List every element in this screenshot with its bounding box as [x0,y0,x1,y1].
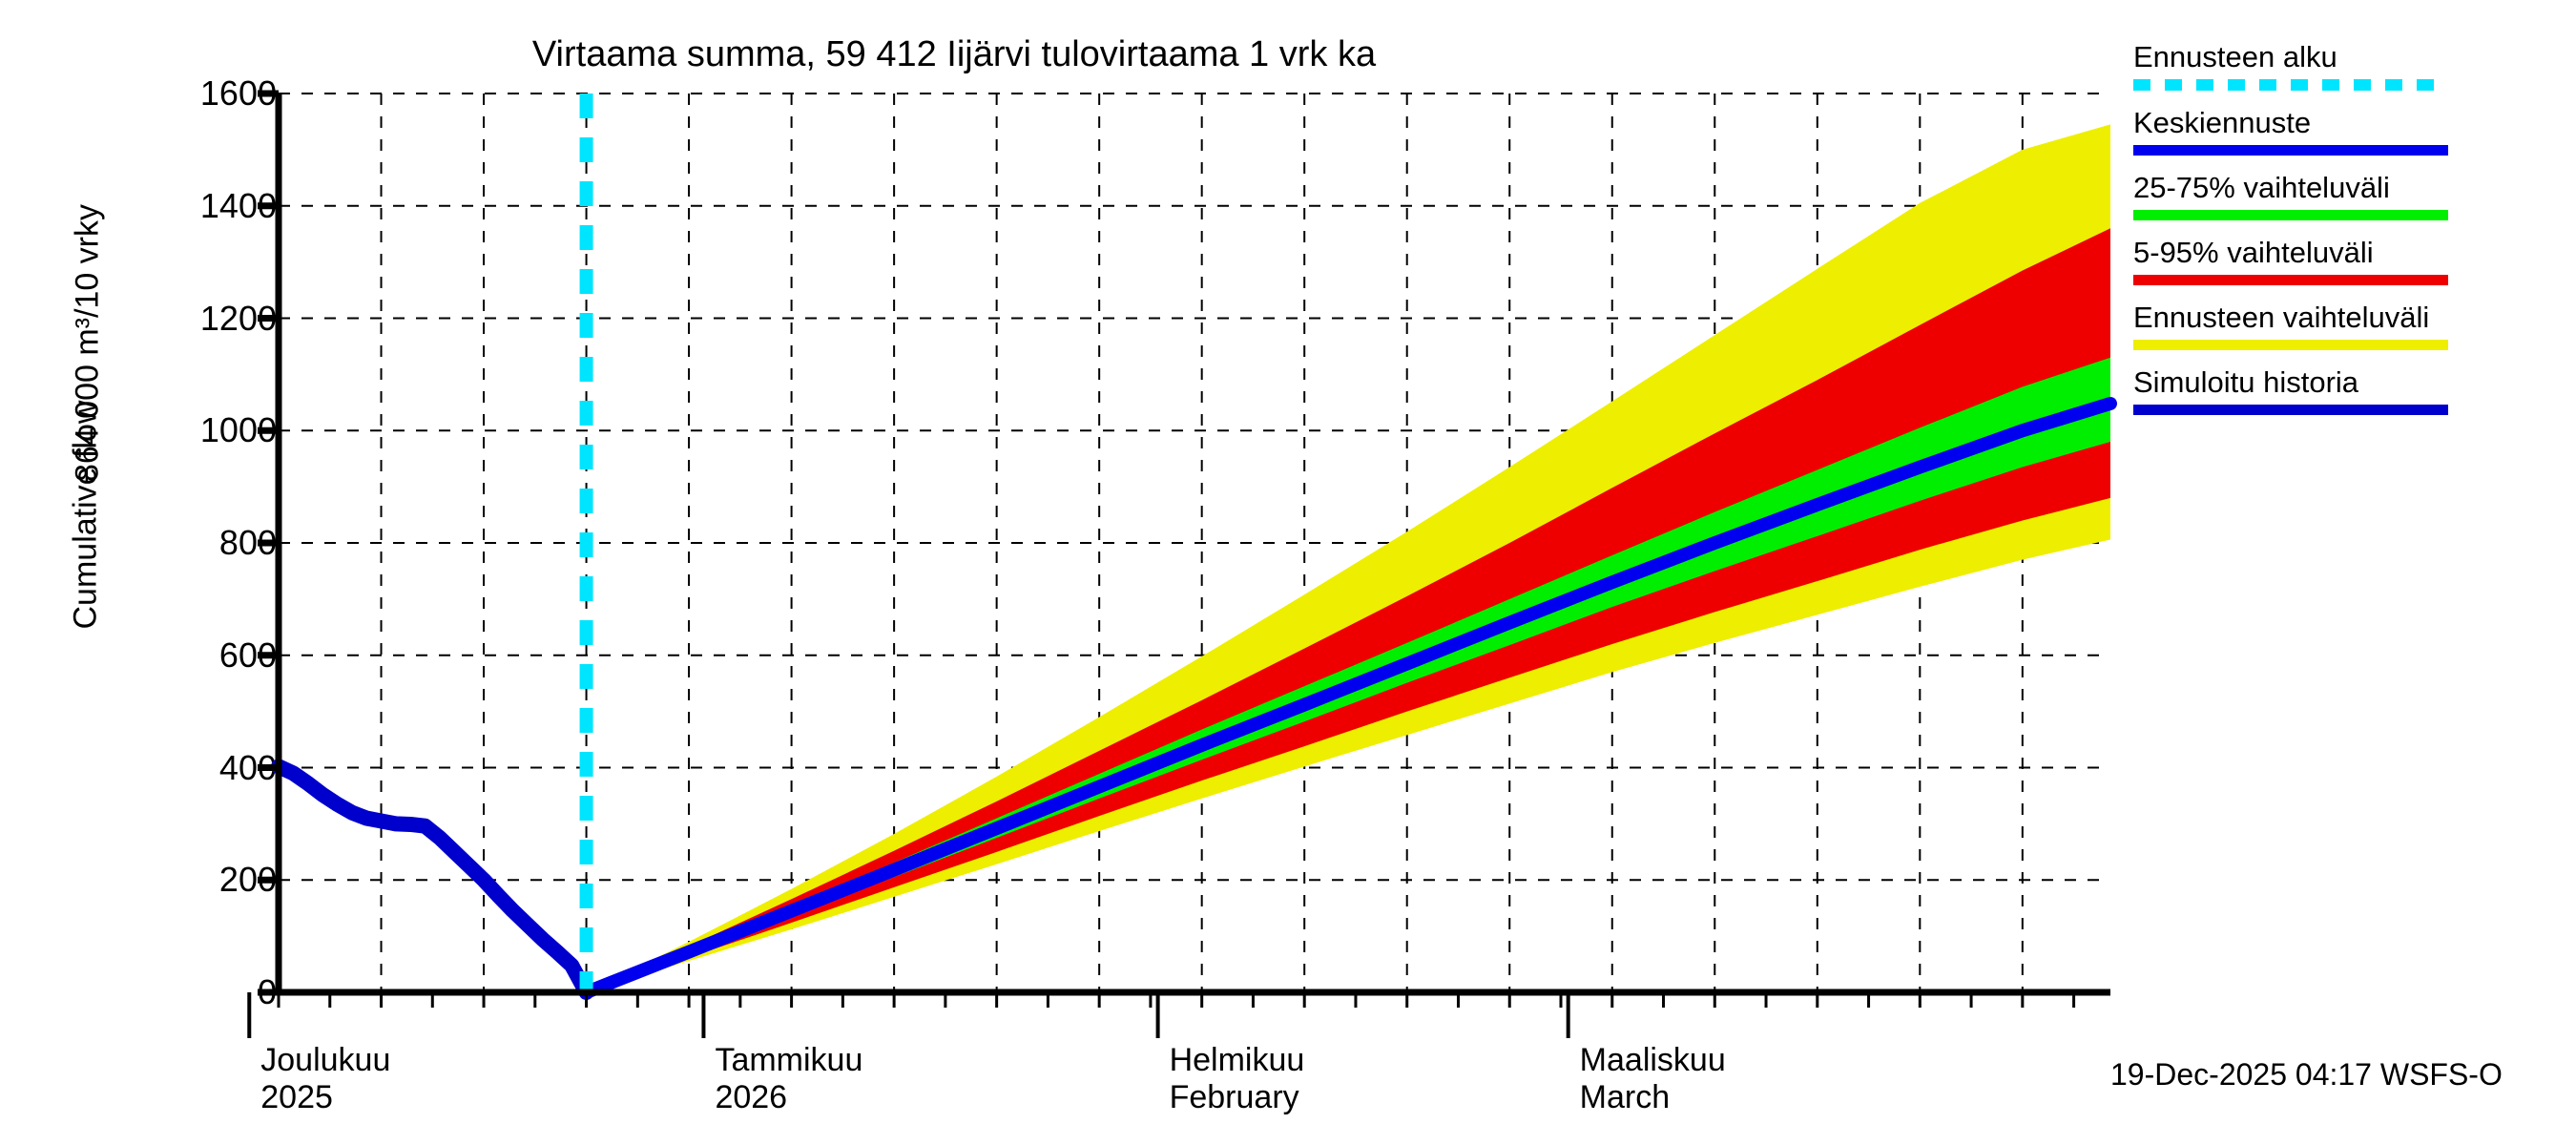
legend-item-swatch [2133,405,2448,415]
legend-item-label: 25-75% vaihteluväli [2133,171,2390,204]
legend-item[interactable]: Ennusteen vaihteluväli [2133,299,2576,350]
mean-forecast-line [579,396,2117,999]
x-tick-label-month: Joulukuu [260,1042,391,1078]
legend-item-swatch [2133,79,2448,91]
timestamp-stamp: 19-Dec-2025 04:17 WSFS-O [2110,1057,2503,1092]
legend-item-label: Keskiennuste [2133,106,2312,139]
legend-item-label: 5-95% vaihteluväli [2133,236,2374,269]
forecast-band-ennusteen [586,124,2110,993]
legend-item[interactable]: Ennusteen alku [2133,38,2576,91]
x-tick-group: Tammikuu 2026 [715,1042,862,1116]
legend-item[interactable]: Simuloitu historia [2133,364,2576,415]
legend-item-swatch [2133,145,2448,156]
simulated-history-line [271,759,594,1000]
legend-item-label: Simuloitu historia [2133,365,2359,399]
x-tick-label-sub: 2026 [715,1079,788,1115]
chart-title: Virtaama summa, 59 412 Iijärvi tulovirta… [531,34,1377,74]
x-tick-group: Maaliskuu March [1580,1042,1726,1116]
legend-item-swatch [2133,210,2448,220]
legend-item[interactable]: Keskiennuste [2133,104,2576,156]
x-tick-group: Helmikuu February [1170,1042,1305,1116]
legend-item[interactable]: 5-95% vaihteluväli [2133,234,2576,285]
x-tick-group: Joulukuu 2025 [260,1042,390,1116]
x-tick-label-sub: February [1169,1079,1299,1115]
chart-legend: Ennusteen alku Keskiennuste 25-75% vaihtel… [2133,38,2576,428]
x-tick-label-month: Maaliskuu [1579,1042,1726,1078]
legend-item[interactable]: 25-75% vaihteluväli [2133,169,2576,220]
x-tick-label-sub: March [1579,1079,1671,1115]
x-tick-label-month: Tammikuu [715,1042,863,1078]
legend-item-swatch [2133,275,2448,285]
forecast-band-5-95% [586,228,2110,993]
x-tick-label-month: Helmikuu [1169,1042,1305,1078]
legend-item-swatch [2133,340,2448,350]
legend-item-label: Ennusteen vaihteluväli [2133,301,2430,334]
legend-item-label: Ennusteen alku [2133,40,2337,73]
x-tick-label-sub: 2025 [260,1079,333,1115]
